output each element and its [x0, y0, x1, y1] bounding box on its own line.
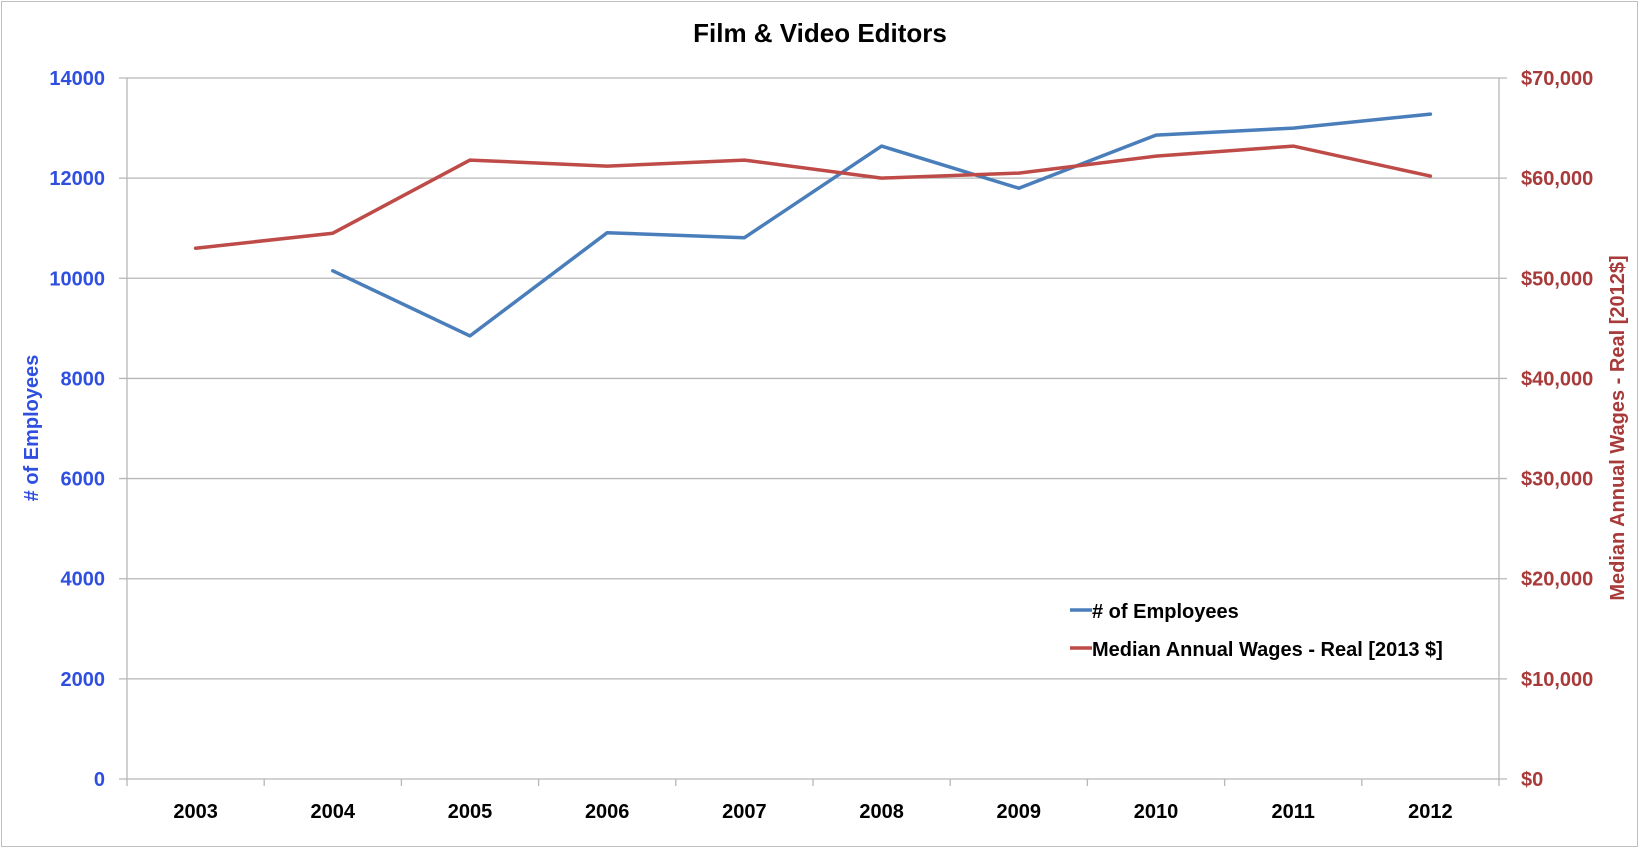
left-tick-label: 2000	[61, 669, 106, 691]
left-axis-tick-labels: 0 2000 4000 6000 8000 10000 12000 14000	[49, 68, 105, 791]
x-tick-label: 2009	[997, 801, 1042, 823]
legend: # of Employees Median Annual Wages - Rea…	[1070, 601, 1443, 661]
right-tick-label: $20,000	[1521, 569, 1593, 591]
axes	[119, 78, 1507, 786]
left-tick-label: 8000	[61, 368, 106, 390]
right-tick-label: $30,000	[1521, 469, 1593, 491]
right-tick-label: $50,000	[1521, 268, 1593, 290]
series-line-employees	[331, 112, 1433, 338]
series-line-wages	[193, 144, 1433, 250]
right-axis-label: Median Annual Wages - Real [2012$]	[1607, 255, 1629, 600]
left-tick-label: 6000	[61, 469, 106, 491]
chart-title: Film & Video Editors	[693, 18, 947, 48]
x-tick-label: 2004	[311, 801, 356, 823]
x-tick-label: 2003	[173, 801, 218, 823]
x-tick-label: 2007	[722, 801, 767, 823]
x-tick-label: 2005	[448, 801, 493, 823]
x-tick-label: 2010	[1134, 801, 1179, 823]
x-tick-label: 2012	[1408, 801, 1453, 823]
right-tick-label: $60,000	[1521, 168, 1593, 190]
left-tick-label: 4000	[61, 569, 106, 591]
legend-label-wages: Median Annual Wages - Real [2013 $]	[1092, 639, 1443, 661]
right-tick-label: $70,000	[1521, 68, 1593, 90]
right-axis-tick-labels: $0 $10,000 $20,000 $30,000 $40,000 $50,000 $60…	[1521, 68, 1593, 791]
x-tick-label: 2011	[1272, 801, 1315, 823]
left-tick-label: 0	[94, 769, 105, 791]
x-axis-tick-labels: 2003 2004 2005 2006 2007 2008 2009 2010 2011 2012	[173, 801, 1452, 823]
legend-label-employees: # of Employees	[1092, 601, 1239, 623]
left-tick-label: 12000	[49, 168, 105, 190]
x-tick-label: 2006	[585, 801, 630, 823]
x-tick-label: 2008	[859, 801, 904, 823]
right-tick-label: $0	[1521, 769, 1543, 791]
series-lines	[193, 112, 1433, 338]
left-axis-label: # of Employees	[21, 355, 43, 502]
right-tick-label: $40,000	[1521, 368, 1593, 390]
left-tick-label: 14000	[49, 68, 105, 90]
left-tick-label: 10000	[49, 268, 105, 290]
right-tick-label: $10,000	[1521, 669, 1593, 691]
